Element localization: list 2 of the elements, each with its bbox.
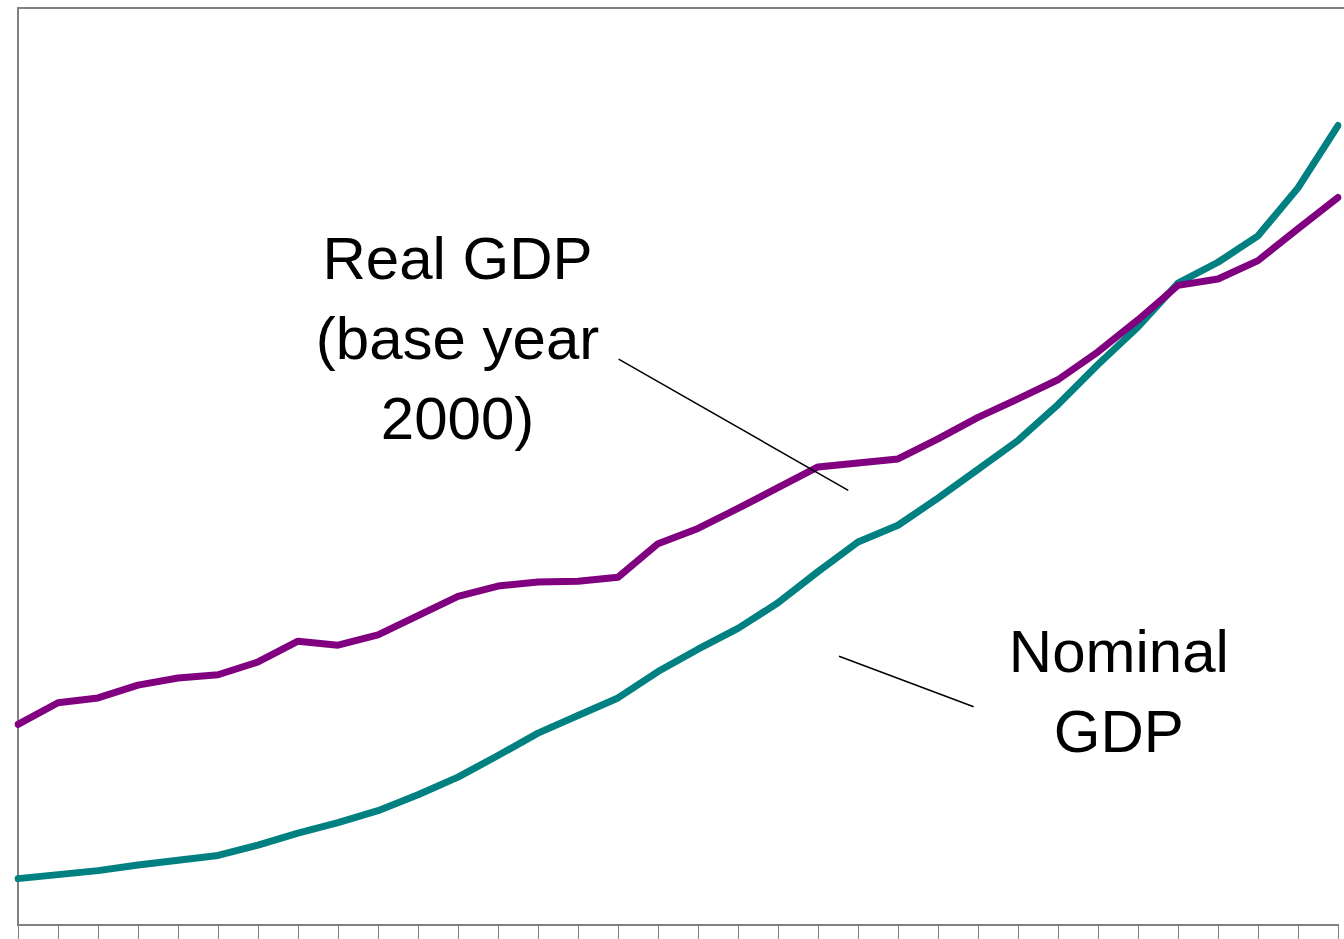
series-label: Real GDP (base year 2000) bbox=[315, 225, 600, 453]
text: Nominal GDP bbox=[1008, 618, 1229, 766]
